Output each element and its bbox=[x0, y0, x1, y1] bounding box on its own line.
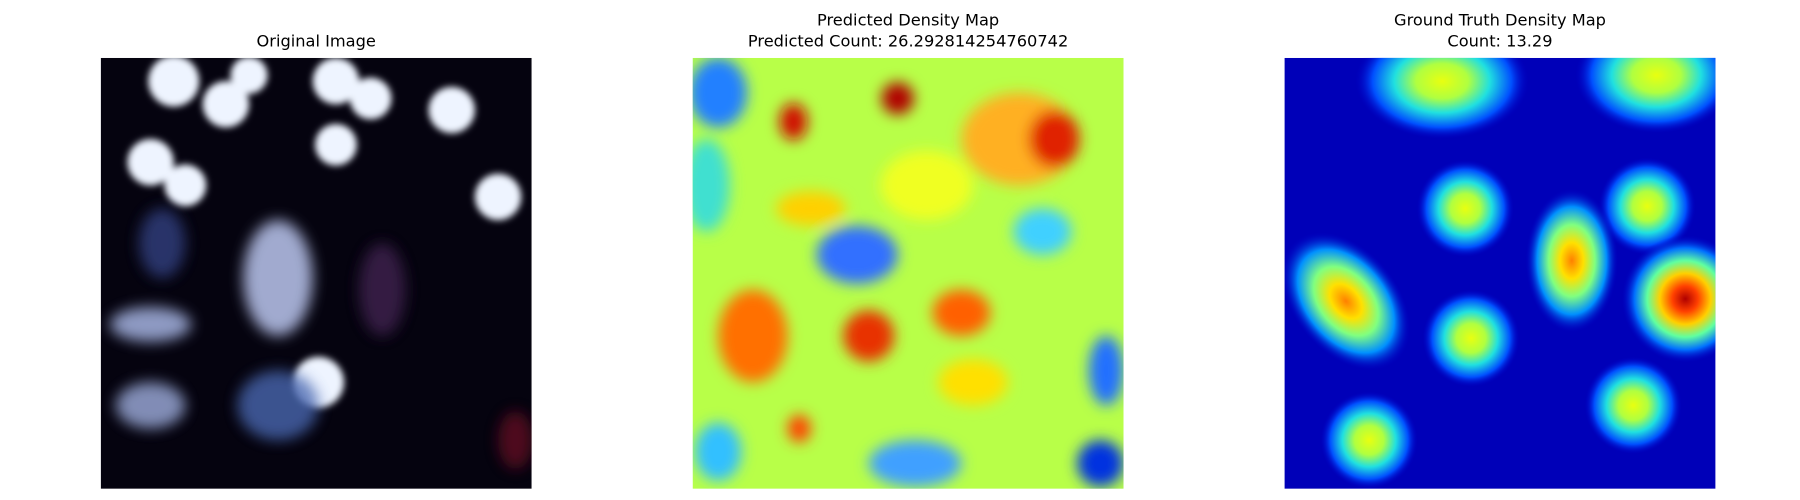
panel-title: Predicted Density Map bbox=[817, 10, 999, 29]
panel-title: Original Image bbox=[257, 31, 376, 50]
figure-content: Original Image Predicted Density Map Pre… bbox=[100, 10, 1716, 489]
predicted-density-map bbox=[692, 57, 1124, 489]
panel-title: Ground Truth Density Map bbox=[1394, 10, 1606, 29]
panel-subtitle: Count: 13.29 bbox=[1447, 31, 1552, 50]
original-image bbox=[100, 57, 532, 489]
ground-truth-density-map bbox=[1284, 57, 1716, 489]
panel-subtitle: Predicted Count: 26.292814254760742 bbox=[748, 31, 1068, 50]
